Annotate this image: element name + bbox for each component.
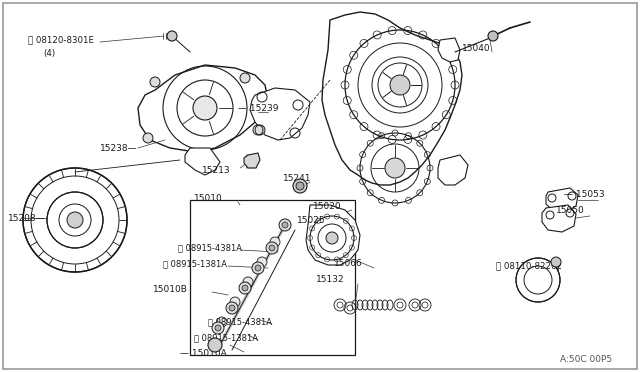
Polygon shape <box>185 148 220 175</box>
Text: — 15053: — 15053 <box>564 189 605 199</box>
Circle shape <box>269 245 275 251</box>
Circle shape <box>390 75 410 95</box>
Text: A:50C 00P5: A:50C 00P5 <box>560 356 612 365</box>
Text: Ⓦ 08915-4381A: Ⓦ 08915-4381A <box>178 244 242 253</box>
Text: 15010: 15010 <box>194 193 223 202</box>
Circle shape <box>296 182 304 190</box>
Circle shape <box>215 325 221 331</box>
Circle shape <box>226 302 238 314</box>
Text: Ⓦ 08915-4381A: Ⓦ 08915-4381A <box>208 317 272 327</box>
Circle shape <box>385 158 405 178</box>
Polygon shape <box>438 38 460 62</box>
Text: 15020: 15020 <box>313 202 342 211</box>
Circle shape <box>255 265 261 271</box>
Text: Ⓑ 08110-82262: Ⓑ 08110-82262 <box>496 262 562 270</box>
Text: Ⓥ 08915-1381A: Ⓥ 08915-1381A <box>163 260 227 269</box>
Circle shape <box>150 77 160 87</box>
Text: 15040: 15040 <box>462 44 491 52</box>
Circle shape <box>270 237 280 247</box>
Circle shape <box>266 242 278 254</box>
Text: 15213: 15213 <box>202 166 230 174</box>
Circle shape <box>143 133 153 143</box>
Text: Ⓑ 08120-8301E: Ⓑ 08120-8301E <box>28 35 94 45</box>
Text: — 15010A: — 15010A <box>180 349 227 357</box>
Polygon shape <box>546 188 578 212</box>
Circle shape <box>212 322 224 334</box>
Circle shape <box>516 258 560 302</box>
Text: — 15239: — 15239 <box>238 103 278 112</box>
Text: 15208—: 15208— <box>8 214 45 222</box>
Circle shape <box>551 257 561 267</box>
Circle shape <box>67 212 83 228</box>
Polygon shape <box>322 12 462 185</box>
Text: (4): (4) <box>43 48 55 58</box>
Circle shape <box>242 285 248 291</box>
Circle shape <box>229 305 235 311</box>
Polygon shape <box>244 153 260 168</box>
Circle shape <box>47 192 103 248</box>
Polygon shape <box>138 65 268 152</box>
Circle shape <box>193 96 217 120</box>
Polygon shape <box>250 88 310 140</box>
Circle shape <box>167 31 177 41</box>
Text: 15025: 15025 <box>297 215 326 224</box>
Text: 15050: 15050 <box>556 205 585 215</box>
Text: 15238—: 15238— <box>100 144 138 153</box>
Circle shape <box>208 338 222 352</box>
Circle shape <box>293 179 307 193</box>
Circle shape <box>279 219 291 231</box>
Circle shape <box>282 222 288 228</box>
Text: 15066: 15066 <box>334 259 363 267</box>
Circle shape <box>372 57 428 113</box>
Text: 15132: 15132 <box>316 276 344 285</box>
Circle shape <box>326 232 338 244</box>
Text: 15241: 15241 <box>283 173 312 183</box>
Polygon shape <box>542 205 576 232</box>
Circle shape <box>240 73 250 83</box>
Circle shape <box>230 297 240 307</box>
Text: 15010B: 15010B <box>153 285 188 295</box>
FancyBboxPatch shape <box>190 200 355 355</box>
Circle shape <box>239 282 251 294</box>
Circle shape <box>255 125 265 135</box>
Circle shape <box>23 168 127 272</box>
Polygon shape <box>306 205 360 265</box>
Circle shape <box>252 262 264 274</box>
Text: Ⓦ 08915-1381A: Ⓦ 08915-1381A <box>194 334 258 343</box>
Circle shape <box>488 31 498 41</box>
Circle shape <box>243 277 253 287</box>
Circle shape <box>217 317 227 327</box>
Polygon shape <box>438 155 468 185</box>
Circle shape <box>257 257 267 267</box>
